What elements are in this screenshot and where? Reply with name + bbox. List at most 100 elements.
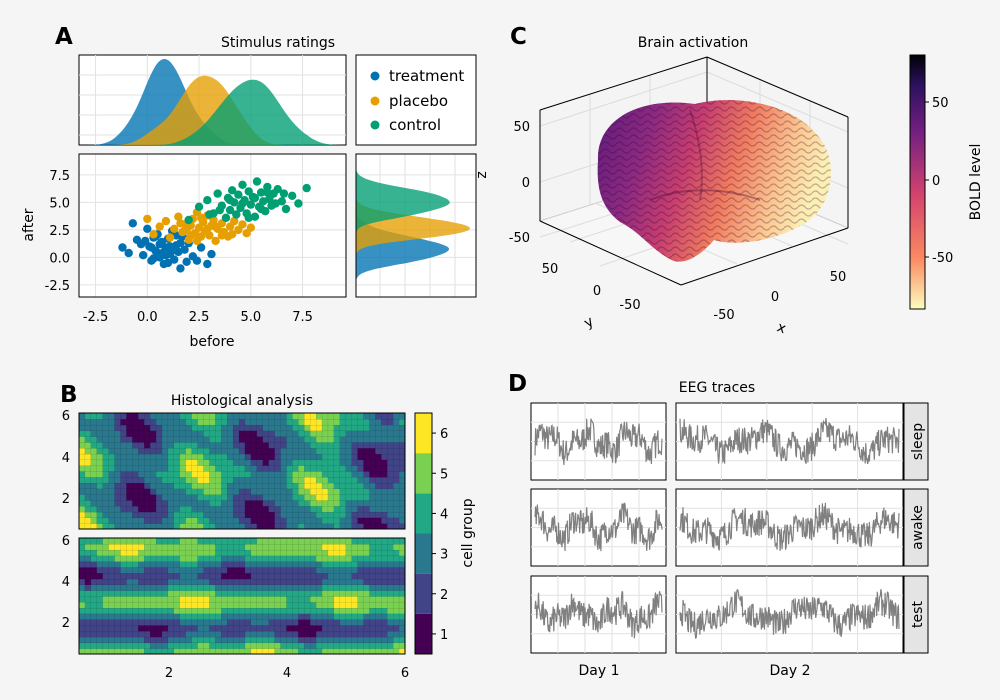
data-point <box>207 249 216 259</box>
heatmap-cell <box>333 543 341 551</box>
heatmap-cell <box>345 595 353 603</box>
heatmap-cell <box>197 499 205 507</box>
heatmap-cell <box>250 430 258 437</box>
heatmap-cell <box>375 624 382 632</box>
tick-label: 3 <box>440 548 448 563</box>
heatmap-cell <box>185 607 193 615</box>
heatmap-cell <box>150 465 157 472</box>
heatmap-cell <box>393 413 400 420</box>
heatmap-cell <box>363 424 371 432</box>
heatmap-cell <box>144 630 151 638</box>
heatmap-cell <box>351 424 359 432</box>
heatmap-cell <box>120 488 128 495</box>
heatmap-cell <box>132 476 139 484</box>
heatmap-cell <box>203 566 211 574</box>
heatmap-cell <box>345 505 353 513</box>
heatmap-cell <box>298 642 305 649</box>
heatmap-cell <box>310 566 317 574</box>
heatmap-cell <box>387 624 394 632</box>
heatmap-cell <box>203 517 211 524</box>
heatmap-cell <box>369 465 376 472</box>
heatmap-cell <box>345 566 353 574</box>
heatmap-cell <box>132 436 139 443</box>
heatmap-cell <box>387 447 394 455</box>
heatmap-cell <box>209 607 216 615</box>
heatmap-cell <box>150 447 157 455</box>
heatmap-cell <box>363 430 371 437</box>
heatmap-cell <box>292 630 299 638</box>
heatmap-cell <box>221 470 228 478</box>
heatmap-cell <box>256 590 264 597</box>
heatmap-cell <box>250 590 258 597</box>
heatmap-cell <box>144 494 151 501</box>
heatmap-cell <box>268 447 276 455</box>
heatmap-cell <box>310 613 317 620</box>
heatmap-cell <box>321 499 329 507</box>
heatmap-cell <box>96 566 104 574</box>
heatmap-cell <box>227 418 234 426</box>
heatmap-cell <box>197 607 205 615</box>
heatmap-cell <box>298 590 305 597</box>
heatmap-cell <box>351 482 359 490</box>
heatmap-cell <box>90 465 98 472</box>
heatmap-cell <box>321 572 329 580</box>
heatmap-cell <box>339 505 347 513</box>
heatmap-cell <box>375 555 382 562</box>
heatmap-cell <box>161 436 169 443</box>
heatmap-cell <box>298 494 305 501</box>
z-axis-label: z <box>474 171 490 178</box>
heatmap-cell <box>315 619 323 626</box>
heatmap-cell <box>369 505 376 513</box>
heatmap-cell <box>357 642 365 649</box>
heatmap-cell <box>209 572 216 580</box>
heatmap-cell <box>84 482 92 490</box>
heatmap-cell <box>167 447 175 455</box>
heatmap-cell <box>327 447 335 455</box>
heatmap-cell <box>375 482 382 490</box>
heatmap-cell <box>227 561 234 568</box>
heatmap-cell <box>351 561 359 568</box>
heatmap-cell <box>150 511 157 519</box>
heatmap-cell <box>167 636 175 644</box>
heatmap-cell <box>84 488 92 495</box>
heatmap-cell <box>203 441 211 449</box>
heatmap-cell <box>227 566 234 574</box>
heatmap-cell <box>387 630 394 638</box>
heatmap-cell <box>333 584 341 591</box>
heatmap-cell <box>298 424 305 432</box>
heatmap-cell <box>393 517 400 524</box>
heatmap-cell <box>339 488 347 495</box>
heatmap-cell <box>375 578 382 586</box>
heatmap-cell <box>197 482 205 490</box>
heatmap-cell <box>221 555 228 562</box>
heatmap-cell <box>327 482 335 490</box>
heatmap-cell <box>126 470 133 478</box>
heatmap-cell <box>167 459 175 466</box>
heatmap-cell <box>79 572 86 580</box>
heatmap-cell <box>215 517 222 524</box>
heatmap-cell <box>114 578 122 586</box>
heatmap-cell <box>333 601 341 609</box>
heatmap-cell <box>280 613 288 620</box>
heatmap-cell <box>310 424 317 432</box>
heatmap-cell <box>96 418 104 426</box>
heatmap-cell <box>161 566 169 574</box>
heatmap-cell <box>315 517 323 524</box>
heatmap-cell <box>363 636 371 644</box>
heatmap-cell <box>274 636 282 644</box>
heatmap-cell <box>179 418 187 426</box>
heatmap-cell <box>221 459 228 466</box>
heatmap-cell <box>167 511 175 519</box>
heatmap-cell <box>315 499 323 507</box>
heatmap-cell <box>286 613 294 620</box>
heatmap-cell <box>96 424 104 432</box>
heatmap-cell <box>345 607 353 615</box>
heatmap-cell <box>126 482 133 490</box>
heatmap-cell <box>387 578 394 586</box>
heatmap-cell <box>191 413 199 420</box>
heatmap-cell <box>144 499 151 507</box>
heatmap-cell <box>179 578 187 586</box>
heatmap-cell <box>126 584 133 591</box>
heatmap-cell <box>84 630 92 638</box>
heatmap-cell <box>185 436 193 443</box>
